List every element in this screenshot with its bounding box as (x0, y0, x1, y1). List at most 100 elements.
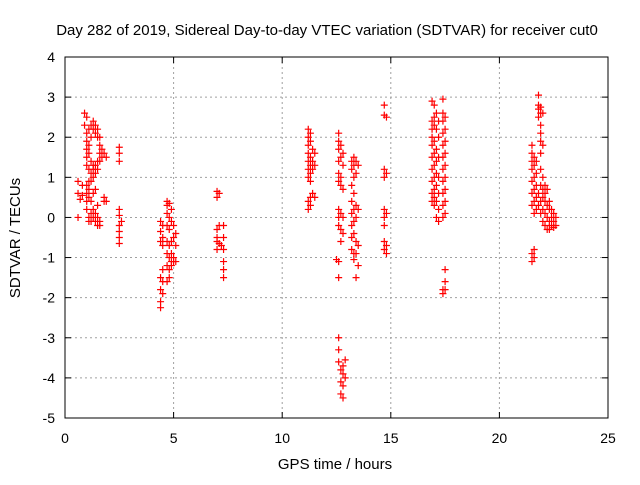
data-point (157, 217, 165, 225)
data-point (439, 201, 447, 209)
data-point (352, 169, 360, 177)
data-point (430, 185, 438, 193)
data-point (530, 246, 538, 254)
data-point (304, 197, 312, 205)
data-point (428, 189, 436, 197)
data-point (167, 205, 175, 213)
data-point (439, 129, 447, 137)
data-point (439, 141, 447, 149)
data-point (213, 193, 221, 201)
data-point (213, 246, 221, 254)
data-point (439, 117, 447, 125)
data-point (354, 161, 362, 169)
data-point (352, 213, 360, 221)
data-point (428, 177, 436, 185)
data-point (83, 153, 91, 161)
data-point (382, 169, 390, 177)
data-point (441, 161, 449, 169)
data-point (552, 221, 560, 229)
data-point (94, 213, 102, 221)
data-point (339, 149, 347, 157)
data-point (89, 117, 97, 125)
data-point (441, 149, 449, 157)
data-point (352, 274, 360, 282)
data-point (157, 286, 165, 294)
data-point (339, 213, 347, 221)
data-point (163, 278, 171, 286)
data-point (430, 149, 438, 157)
data-point (83, 129, 91, 137)
data-point (339, 229, 347, 237)
data-point (167, 238, 175, 246)
data-point (534, 201, 542, 209)
data-point (217, 242, 225, 250)
data-point (85, 141, 93, 149)
data-point (306, 169, 314, 177)
data-point (428, 165, 436, 173)
data-point (165, 225, 173, 233)
data-point (304, 205, 312, 213)
data-point (115, 221, 123, 229)
data-point (534, 113, 542, 121)
data-point (335, 137, 343, 145)
data-point (380, 173, 388, 181)
data-point (94, 201, 102, 209)
data-point (382, 209, 390, 217)
data-point (337, 209, 345, 217)
data-point (335, 145, 343, 153)
data-point (545, 225, 553, 233)
y-axis-label: SDTVAR / TECUs (7, 178, 24, 298)
data-point (163, 221, 171, 229)
data-point (552, 213, 560, 221)
data-point (534, 91, 542, 99)
data-point (304, 133, 312, 141)
data-point (548, 205, 556, 213)
data-point (335, 274, 343, 282)
data-point (165, 213, 173, 221)
data-point (85, 149, 93, 157)
data-point (441, 113, 449, 121)
data-point (74, 213, 82, 221)
data-point (441, 125, 449, 133)
axis-ticks (64, 56, 609, 419)
data-point (85, 185, 93, 193)
data-point (87, 157, 95, 165)
data-point (81, 121, 89, 129)
data-point (545, 197, 553, 205)
data-point (337, 378, 345, 386)
data-point (81, 109, 89, 117)
data-point (91, 161, 99, 169)
data-point (432, 109, 440, 117)
data-point (539, 217, 547, 225)
data-point (532, 193, 540, 201)
data-point (306, 129, 314, 137)
data-point (83, 161, 91, 169)
data-point (348, 221, 356, 229)
data-point (304, 141, 312, 149)
data-point (352, 238, 360, 246)
data-point (435, 173, 443, 181)
data-point (530, 173, 538, 181)
data-point (430, 193, 438, 201)
data-point (87, 197, 95, 205)
data-point (354, 205, 362, 213)
y-tick-label: 0 (47, 209, 55, 225)
data-point (348, 234, 356, 241)
data-point (428, 133, 436, 141)
data-point (541, 209, 549, 217)
data-point (165, 242, 173, 250)
data-point (530, 161, 538, 169)
data-point (220, 266, 228, 274)
data-point (428, 153, 436, 161)
data-point (167, 217, 175, 225)
data-point (537, 129, 545, 137)
data-point (83, 145, 91, 153)
data-point (339, 370, 347, 378)
data-point (528, 141, 536, 149)
data-point (337, 225, 345, 233)
data-point (337, 238, 345, 246)
data-point (541, 189, 549, 197)
data-point (539, 193, 547, 201)
